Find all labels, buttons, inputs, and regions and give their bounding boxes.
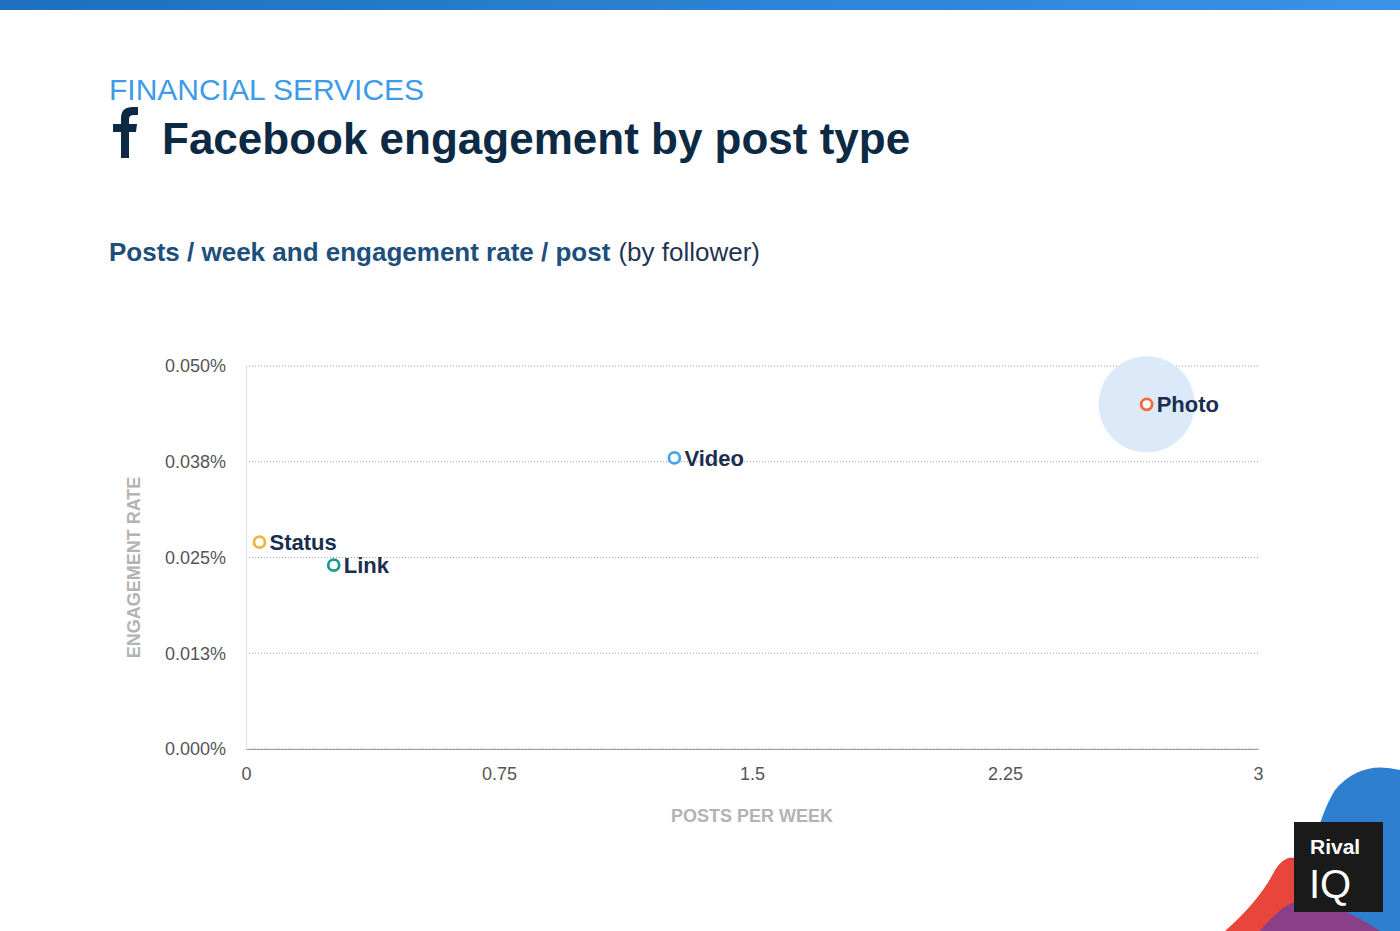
y-tick-label: 0.050% [165,356,226,376]
title: Facebook engagement by post type [162,114,910,163]
y-tick: 0.025% [165,548,246,568]
point [328,560,339,571]
x-tick-label: 3 [1253,764,1263,784]
y-tick: 0.050% [165,356,246,376]
point-labels: Status Link Video Photo [269,392,1219,578]
x-axis-line [247,749,1259,750]
y-tick: 0.013% [165,644,246,664]
x-tick-label: 2.25 [988,764,1023,784]
points [254,399,1152,571]
y-axis-title: ENGAGEMENT RATE [124,477,144,659]
y-tick-label: 0.025% [165,548,226,568]
grid-line [246,461,1258,462]
point [669,452,680,463]
point [1141,399,1152,410]
grid-line [246,653,1258,654]
y-axis-line [246,367,247,750]
subtitle: Posts / week and engagement rate / post(… [109,237,760,267]
header: FINANCIAL SERVICES [109,73,424,106]
y-axis: 0.000% 0.013% 0.025% 0.038% 0.050% [165,356,247,759]
logo-box [1294,822,1383,912]
x-tick: 0 [241,749,251,784]
x-axis: 0 0.75 1.5 2.25 3 [241,749,1263,784]
grid-line [246,366,1258,367]
x-tick: 0.75 [482,749,517,784]
point-label: Photo [1157,392,1219,417]
x-tick-label: 0.75 [482,764,517,784]
logo-text: IQ [1309,862,1351,906]
subtitle-note: (by follower) [618,237,760,267]
x-tick-label: 1.5 [740,764,765,784]
point-label: Status [269,530,336,555]
y-tick-label: 0.000% [165,739,226,759]
grid-line [246,749,1258,750]
x-tick: 3 [1253,749,1263,784]
point-label: Video [684,446,744,471]
x-axis-title: POSTS PER WEEK [671,806,833,826]
facebook-icon [113,107,138,158]
logo-text: Rival [1310,835,1360,858]
x-tick: 1.5 [740,749,765,784]
x-tick-label: 0 [241,764,251,784]
top-bar [0,0,1400,10]
x-tick: 2.25 [988,749,1023,784]
y-tick-label: 0.013% [165,644,226,664]
chart: FINANCIAL SERVICES Facebook engagement by… [0,0,1400,931]
point [254,537,265,548]
subtitle-main: Posts / week and engagement rate / post [109,237,611,267]
grid-line [246,557,1258,558]
y-tick: 0.000% [165,739,246,759]
y-tick-label: 0.038% [165,452,226,472]
decoration: Rival IQ [1225,768,1400,931]
y-tick: 0.038% [165,452,246,472]
point-label: Link [344,553,390,578]
